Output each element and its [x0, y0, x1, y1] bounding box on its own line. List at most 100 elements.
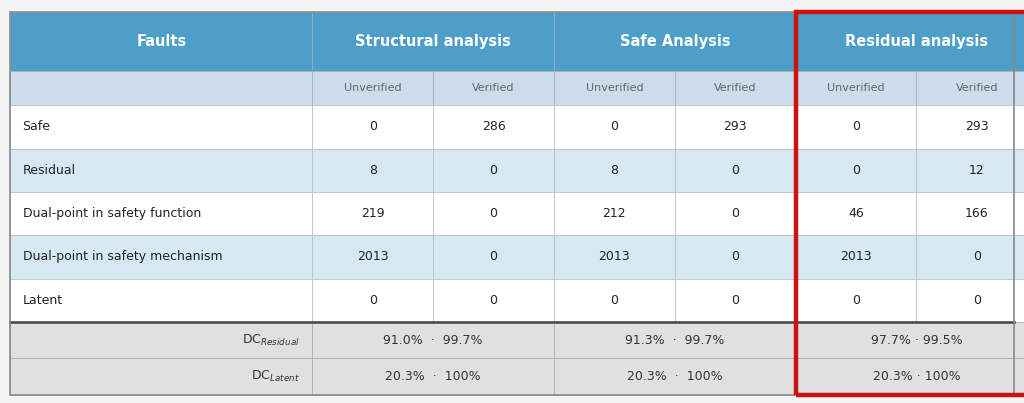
- Text: Verified: Verified: [955, 83, 998, 93]
- Text: 2013: 2013: [841, 251, 871, 264]
- Text: DC$_{Residual}$: DC$_{Residual}$: [243, 333, 300, 348]
- Text: 2013: 2013: [357, 251, 388, 264]
- Text: Unverified: Unverified: [344, 83, 401, 93]
- Bar: [10, 71, 312, 105]
- Text: 0: 0: [489, 294, 498, 307]
- Text: 8: 8: [369, 164, 377, 177]
- Text: DC$_{Latent}$: DC$_{Latent}$: [251, 369, 300, 384]
- Text: 91.3%  ·  99.7%: 91.3% · 99.7%: [625, 334, 725, 347]
- Bar: [796, 359, 1024, 395]
- Bar: [675, 192, 796, 235]
- Bar: [312, 235, 433, 278]
- Bar: [10, 149, 312, 192]
- Bar: [796, 192, 916, 235]
- Text: 286: 286: [481, 120, 506, 133]
- Bar: [10, 192, 312, 235]
- Text: 46: 46: [848, 207, 864, 220]
- Text: 0: 0: [852, 164, 860, 177]
- Bar: [675, 149, 796, 192]
- Bar: [554, 278, 675, 322]
- Text: 0: 0: [731, 207, 739, 220]
- Bar: [796, 278, 916, 322]
- Text: 0: 0: [852, 294, 860, 307]
- Bar: [312, 278, 433, 322]
- Text: 20.3% · 100%: 20.3% · 100%: [872, 370, 961, 383]
- Bar: [916, 192, 1024, 235]
- Text: 0: 0: [973, 294, 981, 307]
- Text: Structural analysis: Structural analysis: [355, 34, 511, 49]
- Bar: [312, 192, 433, 235]
- Bar: [312, 149, 433, 192]
- Bar: [916, 149, 1024, 192]
- Text: 0: 0: [731, 294, 739, 307]
- Bar: [554, 12, 796, 71]
- Text: Residual analysis: Residual analysis: [845, 34, 988, 49]
- Text: Dual-point in safety function: Dual-point in safety function: [23, 207, 201, 220]
- Text: Faults: Faults: [136, 34, 186, 49]
- Text: Unverified: Unverified: [827, 83, 885, 93]
- Text: Dual-point in safety mechanism: Dual-point in safety mechanism: [23, 251, 222, 264]
- Bar: [312, 71, 433, 105]
- Bar: [433, 235, 554, 278]
- Text: 12: 12: [969, 164, 985, 177]
- Bar: [675, 235, 796, 278]
- Text: Residual: Residual: [23, 164, 76, 177]
- Text: Safe: Safe: [23, 120, 50, 133]
- Bar: [10, 105, 312, 149]
- Text: 91.0%  ·  99.7%: 91.0% · 99.7%: [383, 334, 483, 347]
- Bar: [433, 278, 554, 322]
- Bar: [796, 322, 1024, 359]
- Bar: [916, 71, 1024, 105]
- Bar: [312, 359, 554, 395]
- Text: 20.3%  ·  100%: 20.3% · 100%: [627, 370, 723, 383]
- Bar: [916, 235, 1024, 278]
- Bar: [675, 105, 796, 149]
- Bar: [433, 105, 554, 149]
- Text: 0: 0: [489, 207, 498, 220]
- Bar: [433, 192, 554, 235]
- Text: 97.7% · 99.5%: 97.7% · 99.5%: [870, 334, 963, 347]
- Text: 212: 212: [602, 207, 627, 220]
- Text: 0: 0: [731, 251, 739, 264]
- Bar: [675, 278, 796, 322]
- Bar: [10, 235, 312, 278]
- Bar: [312, 12, 554, 71]
- Text: 2013: 2013: [599, 251, 630, 264]
- Text: Verified: Verified: [714, 83, 757, 93]
- Bar: [796, 12, 1024, 71]
- Text: 20.3%  ·  100%: 20.3% · 100%: [385, 370, 481, 383]
- Text: 0: 0: [369, 120, 377, 133]
- Bar: [796, 105, 916, 149]
- Text: 0: 0: [489, 164, 498, 177]
- Bar: [675, 71, 796, 105]
- Text: 219: 219: [360, 207, 385, 220]
- Bar: [796, 235, 916, 278]
- Bar: [796, 71, 916, 105]
- Bar: [312, 105, 433, 149]
- Bar: [554, 71, 675, 105]
- Bar: [312, 322, 554, 359]
- Bar: [554, 322, 796, 359]
- Bar: [554, 235, 675, 278]
- Text: 0: 0: [973, 251, 981, 264]
- Bar: [10, 278, 312, 322]
- Bar: [433, 71, 554, 105]
- Bar: [433, 149, 554, 192]
- Text: Unverified: Unverified: [586, 83, 643, 93]
- Bar: [10, 322, 312, 359]
- Bar: [554, 192, 675, 235]
- Bar: [554, 149, 675, 192]
- Text: Safe Analysis: Safe Analysis: [620, 34, 730, 49]
- Text: Verified: Verified: [472, 83, 515, 93]
- Bar: [916, 278, 1024, 322]
- Text: 0: 0: [610, 294, 618, 307]
- Bar: [796, 12, 1024, 395]
- Text: 293: 293: [965, 120, 989, 133]
- Text: 0: 0: [369, 294, 377, 307]
- Text: 0: 0: [489, 251, 498, 264]
- Text: 8: 8: [610, 164, 618, 177]
- Bar: [10, 12, 312, 71]
- Text: 166: 166: [965, 207, 989, 220]
- Text: 0: 0: [610, 120, 618, 133]
- Text: Latent: Latent: [23, 294, 62, 307]
